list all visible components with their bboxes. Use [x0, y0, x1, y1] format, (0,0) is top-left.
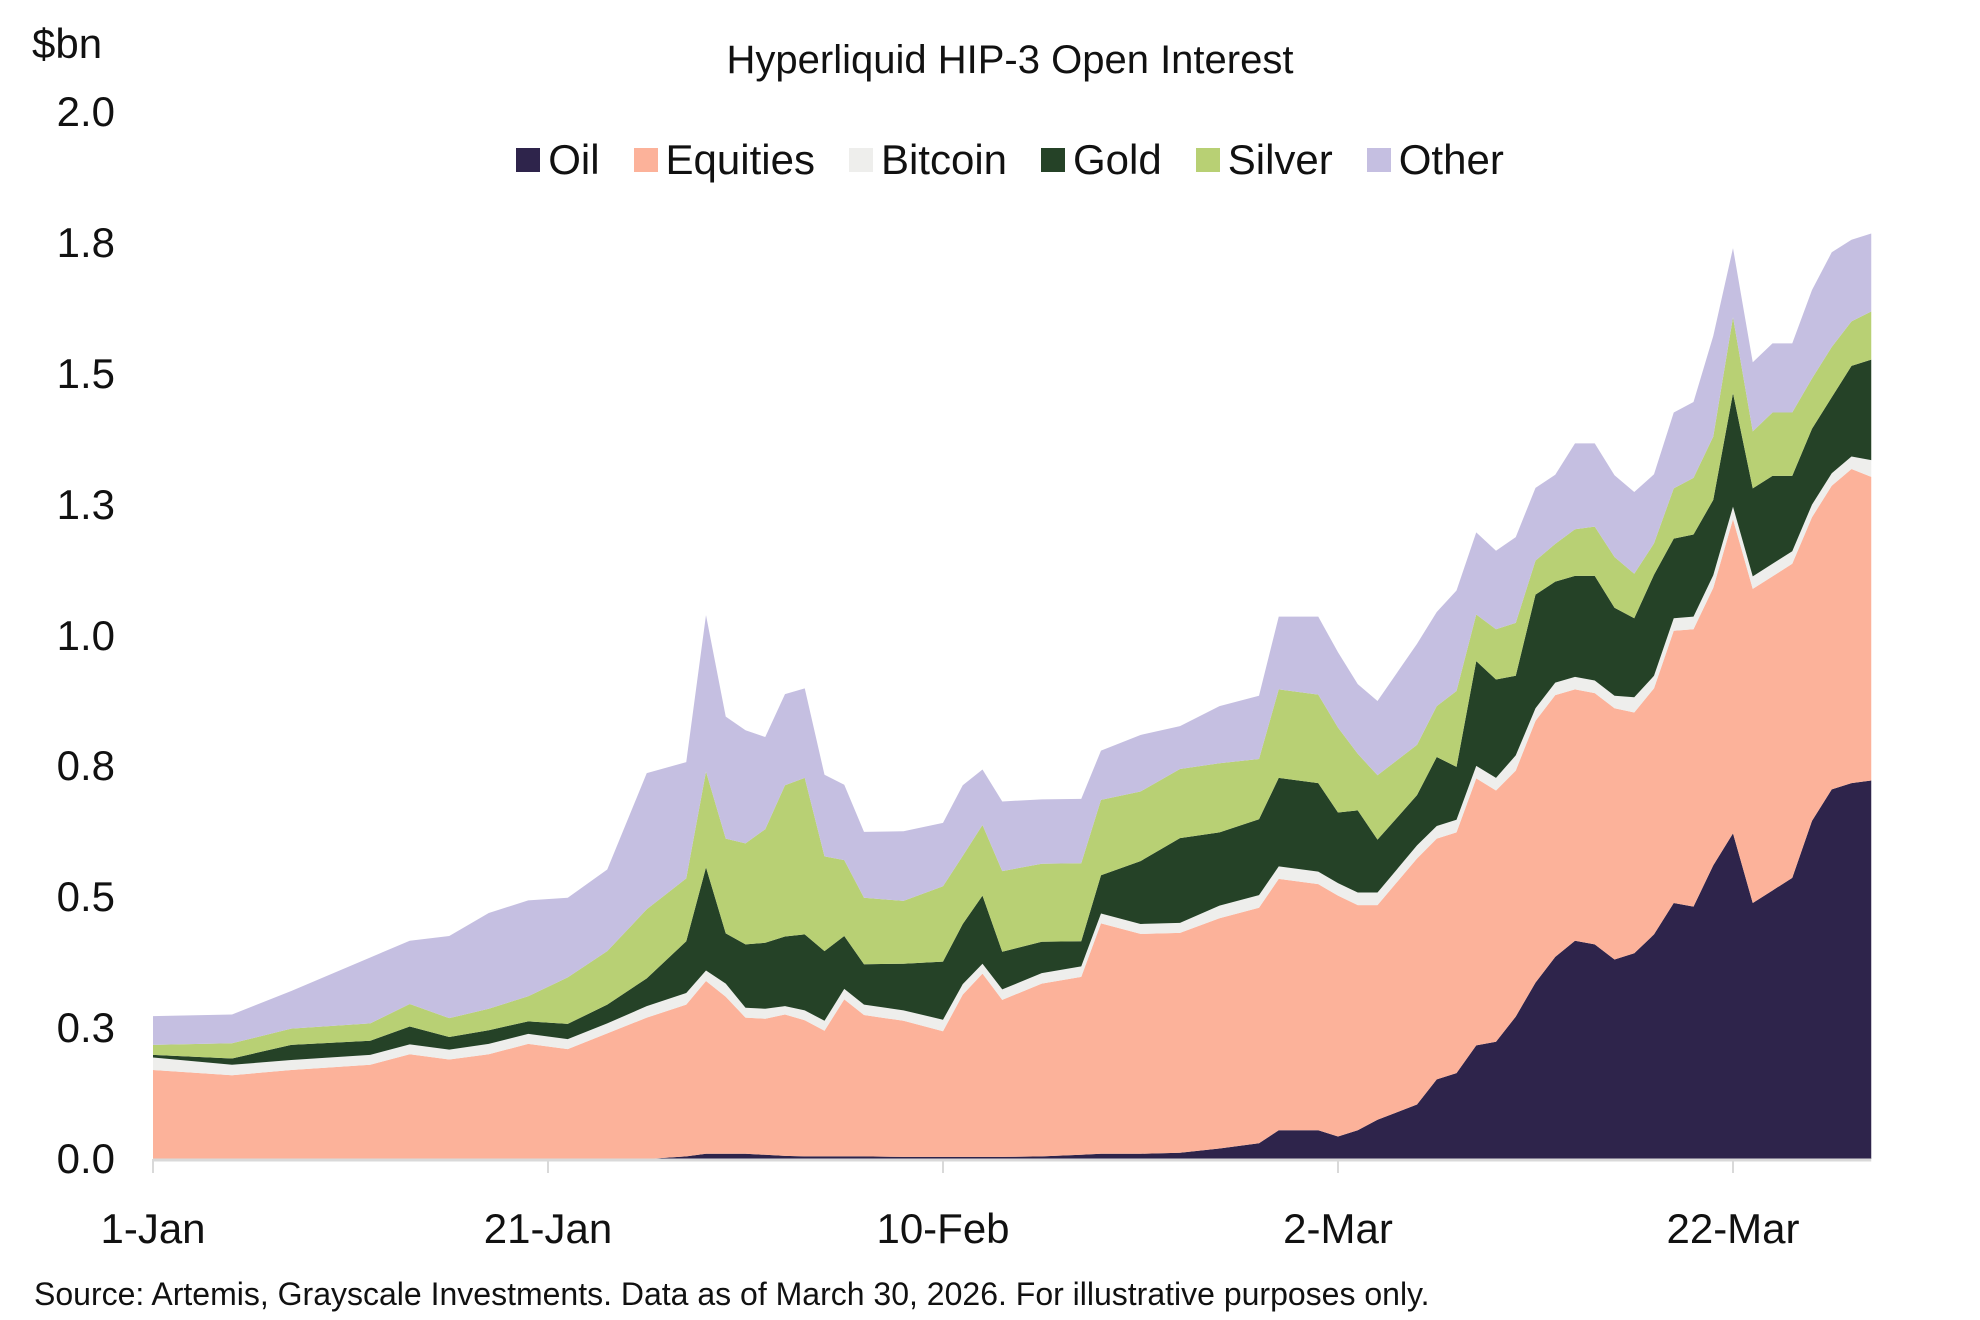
other-swatch-icon	[1366, 148, 1391, 172]
x-tick-label: 2-Mar	[1283, 1205, 1393, 1252]
legend-label: Bitcoin	[880, 136, 1008, 183]
area-oil	[153, 780, 1872, 1159]
oil-swatch-icon	[516, 148, 541, 172]
area-silver	[153, 311, 1872, 1059]
legend-item-silver: Silver	[1195, 136, 1333, 184]
gold-swatch-icon	[1041, 148, 1066, 172]
x-tick-label: 21-Jan	[483, 1205, 613, 1252]
legend-item-equities: Equities	[633, 136, 815, 184]
legend-item-other: Other	[1366, 136, 1504, 184]
x-tick-label: 10-Feb	[876, 1205, 1010, 1252]
y-tick-label: 1.5	[56, 349, 115, 397]
y-tick-label: 0.5	[56, 873, 115, 921]
legend-label: Other	[1398, 136, 1504, 183]
y-tick-label: 0.8	[56, 742, 115, 790]
equities-swatch-icon	[633, 148, 658, 172]
x-axis-line	[152, 1158, 1872, 1173]
area-layers	[153, 233, 1872, 1160]
y-axis-unit-label: $bn	[32, 20, 103, 67]
chart-title: Hyperliquid HIP-3 Open Interest	[726, 38, 1294, 82]
y-tick-label: 1.3	[56, 480, 115, 528]
legend-label: Silver	[1227, 136, 1333, 183]
legend-label: Oil	[548, 136, 600, 183]
y-tick-label: 0.3	[56, 1004, 115, 1052]
legend-item-gold: Gold	[1041, 136, 1162, 184]
legend-item-bitcoin: Bitcoin	[848, 136, 1008, 184]
source-note: Source: Artemis, Grayscale Investments. …	[34, 1276, 1430, 1312]
bitcoin-swatch-icon	[848, 148, 873, 172]
chart-legend: Oil Equities Bitcoin Gold Silver Other	[0, 136, 1980, 184]
x-tick-label: 1-Jan	[100, 1205, 206, 1252]
silver-swatch-icon	[1195, 148, 1220, 172]
y-tick-label: 1.0	[56, 611, 115, 659]
area-equities	[153, 469, 1872, 1160]
area-gold	[153, 359, 1872, 1065]
y-tick-label: 2.0	[56, 88, 115, 135]
legend-item-oil: Oil	[516, 136, 600, 184]
legend-label: Gold	[1073, 136, 1162, 183]
legend-label: Equities	[665, 136, 815, 183]
x-tick-label: 22-Mar	[1666, 1205, 1800, 1252]
y-tick-label: 1.8	[56, 218, 115, 266]
y-tick-label: 0.0	[56, 1135, 115, 1182]
